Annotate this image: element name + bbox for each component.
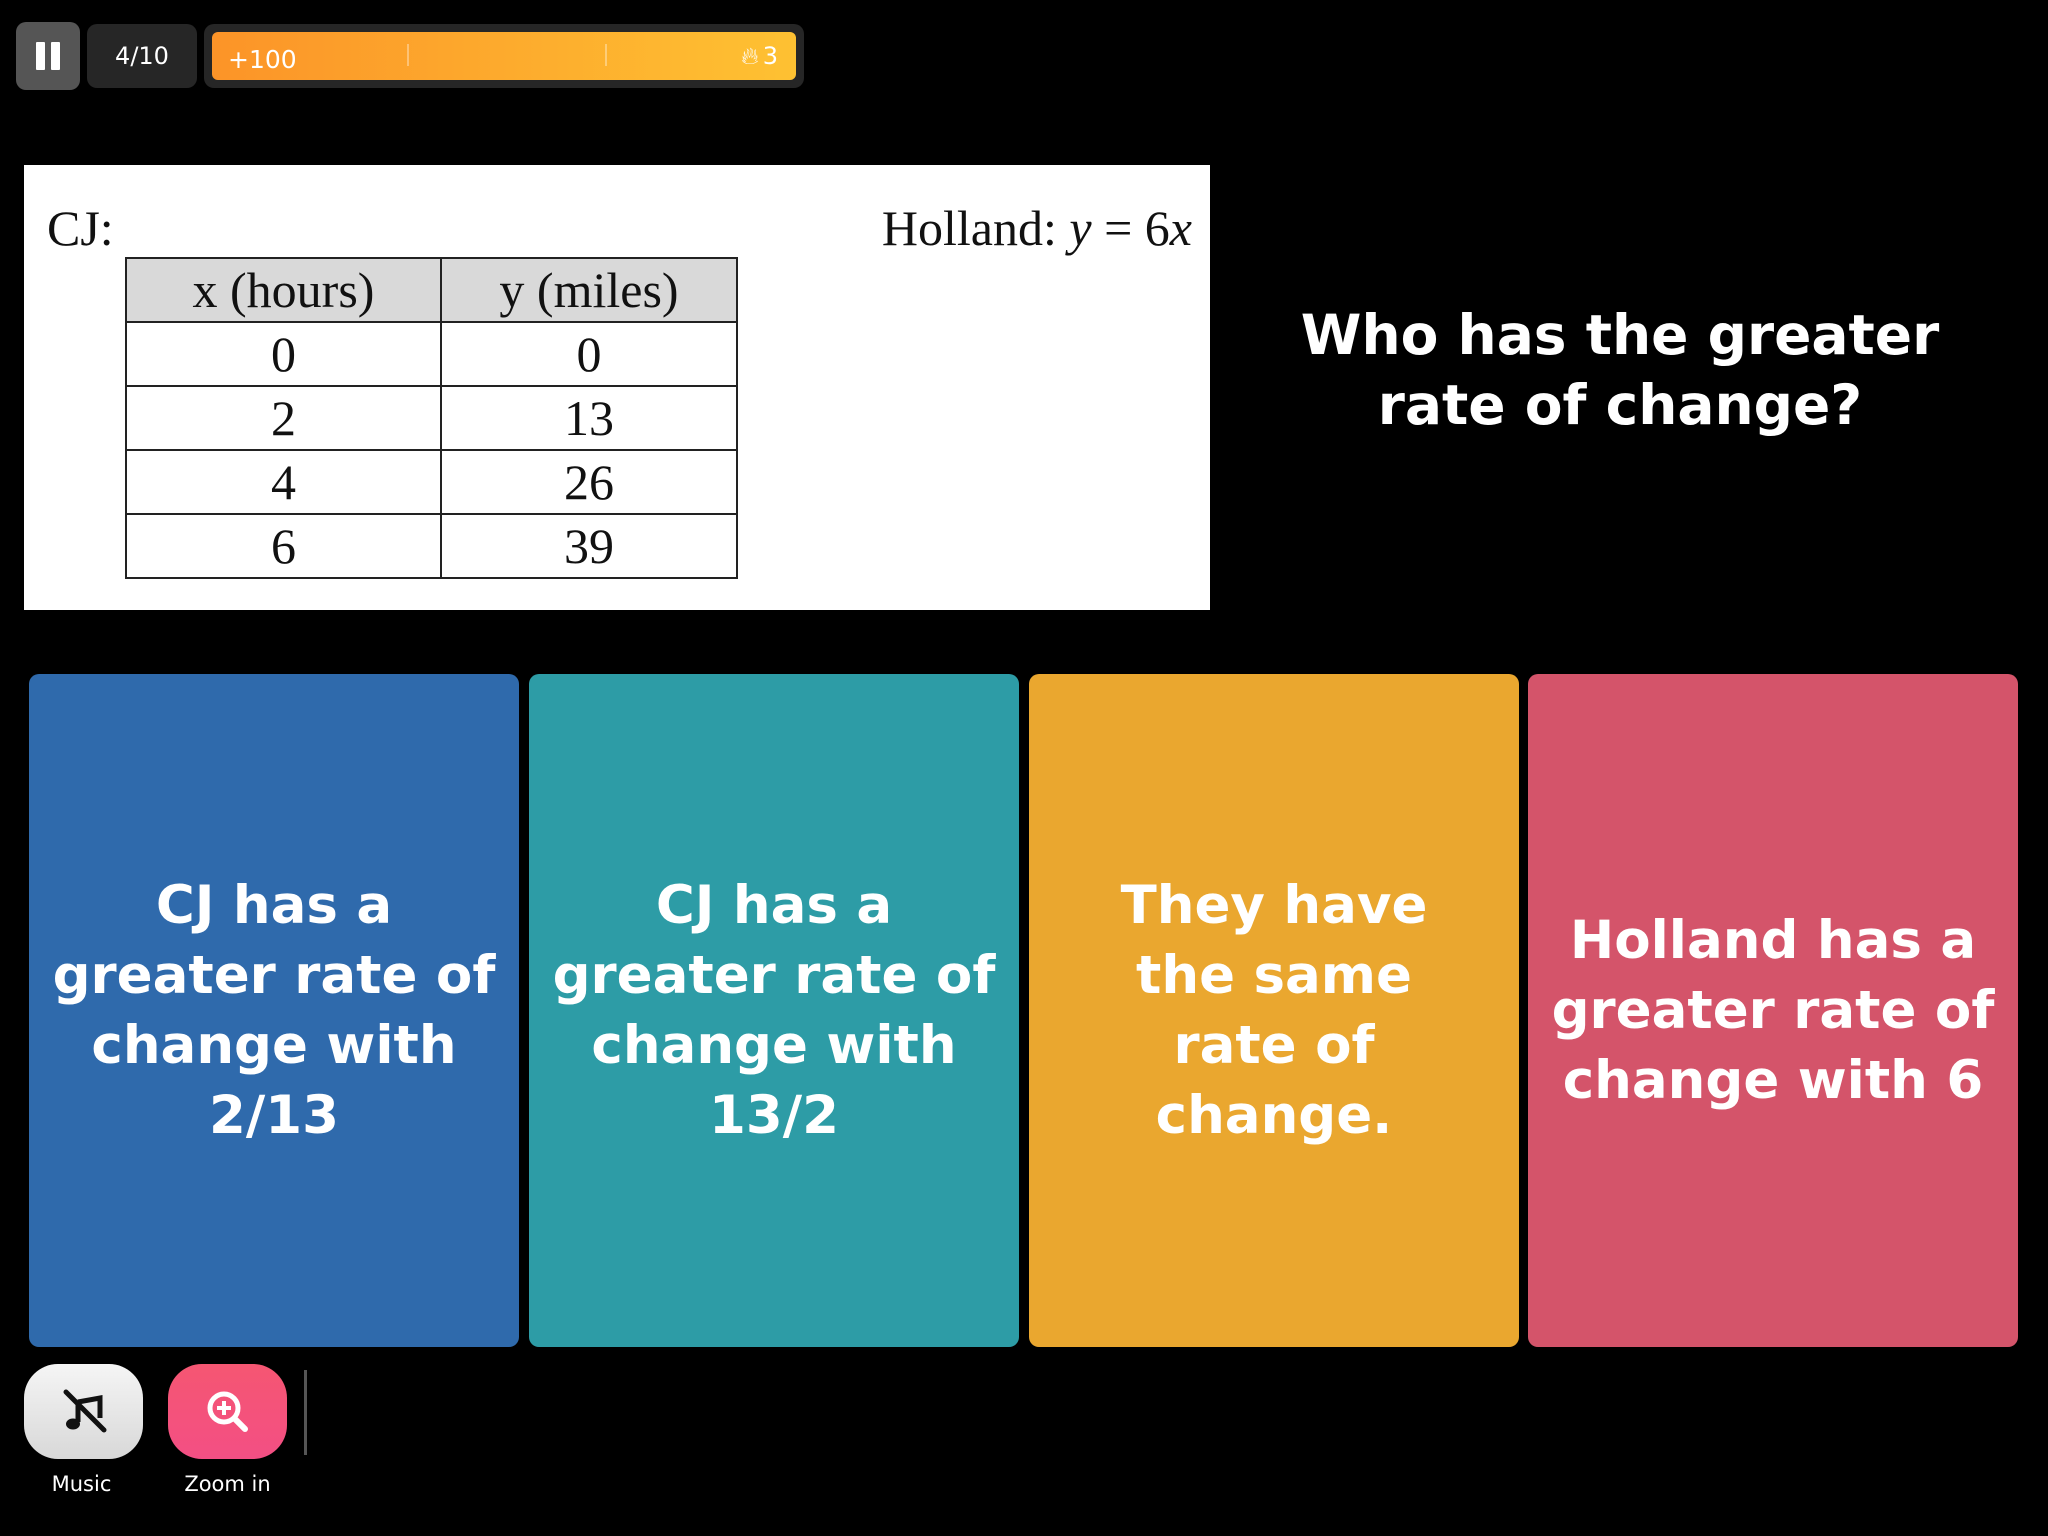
question-text: Who has the greater rate of change? bbox=[1300, 303, 1940, 437]
cell: 13 bbox=[440, 385, 738, 451]
header-y: y (miles) bbox=[440, 257, 738, 323]
pause-icon-bar bbox=[51, 42, 60, 70]
music-button[interactable] bbox=[24, 1364, 143, 1459]
answer-option-2[interactable]: CJ has a greater rate of change with 13/… bbox=[529, 674, 1019, 1347]
cell: 4 bbox=[125, 449, 442, 515]
toolbar-divider bbox=[304, 1370, 307, 1455]
eq-y: y bbox=[1069, 200, 1092, 256]
table-row: 6 39 bbox=[125, 513, 738, 579]
cell: 2 bbox=[125, 385, 442, 451]
music-off-icon bbox=[63, 1389, 106, 1432]
cell: 6 bbox=[125, 513, 442, 579]
question-counter: 4/10 bbox=[87, 24, 197, 88]
flame-icon: 🔥︎ bbox=[741, 42, 759, 70]
eq-x: x bbox=[1169, 200, 1192, 256]
holland-equation: Holland: y = 6x bbox=[882, 199, 1192, 257]
bar-tick bbox=[605, 44, 607, 66]
holland-label: Holland: bbox=[881, 200, 1070, 256]
bar-tick bbox=[407, 44, 409, 66]
cell: 26 bbox=[440, 449, 738, 515]
streak-progress-bar: +100 🔥︎ 3 bbox=[212, 32, 796, 80]
pause-icon bbox=[36, 42, 45, 70]
eq-rest: = 6 bbox=[1091, 200, 1170, 256]
points-label: +100 bbox=[228, 45, 297, 74]
cj-label: CJ: bbox=[47, 200, 114, 256]
music-label: Music bbox=[51, 1472, 112, 1496]
cell: 0 bbox=[125, 321, 442, 387]
cell: 0 bbox=[440, 321, 738, 387]
score-bar: +100 🔥︎ 3 bbox=[204, 24, 804, 88]
answer-option-4[interactable]: Holland has a greater rate of change wit… bbox=[1528, 674, 2018, 1347]
answer-option-1[interactable]: CJ has a greater rate of change with 2/1… bbox=[29, 674, 519, 1347]
table-row: 4 26 bbox=[125, 449, 738, 515]
zoom-in-button[interactable] bbox=[168, 1364, 287, 1459]
streak: 🔥︎ 3 bbox=[741, 42, 778, 70]
question-image: CJ: Holland: y = 6x x (hours) y (miles) 0… bbox=[24, 165, 1210, 610]
answer-option-3[interactable]: They have the same rate of change. bbox=[1029, 674, 1519, 1347]
streak-count: 3 bbox=[762, 42, 778, 70]
pause-button[interactable] bbox=[16, 22, 80, 90]
zoom-in-label: Zoom in bbox=[184, 1472, 271, 1496]
header-x: x (hours) bbox=[125, 257, 442, 323]
cell: 39 bbox=[440, 513, 738, 579]
table-row: 2 13 bbox=[125, 385, 738, 451]
zoom-in-icon bbox=[207, 1391, 248, 1432]
